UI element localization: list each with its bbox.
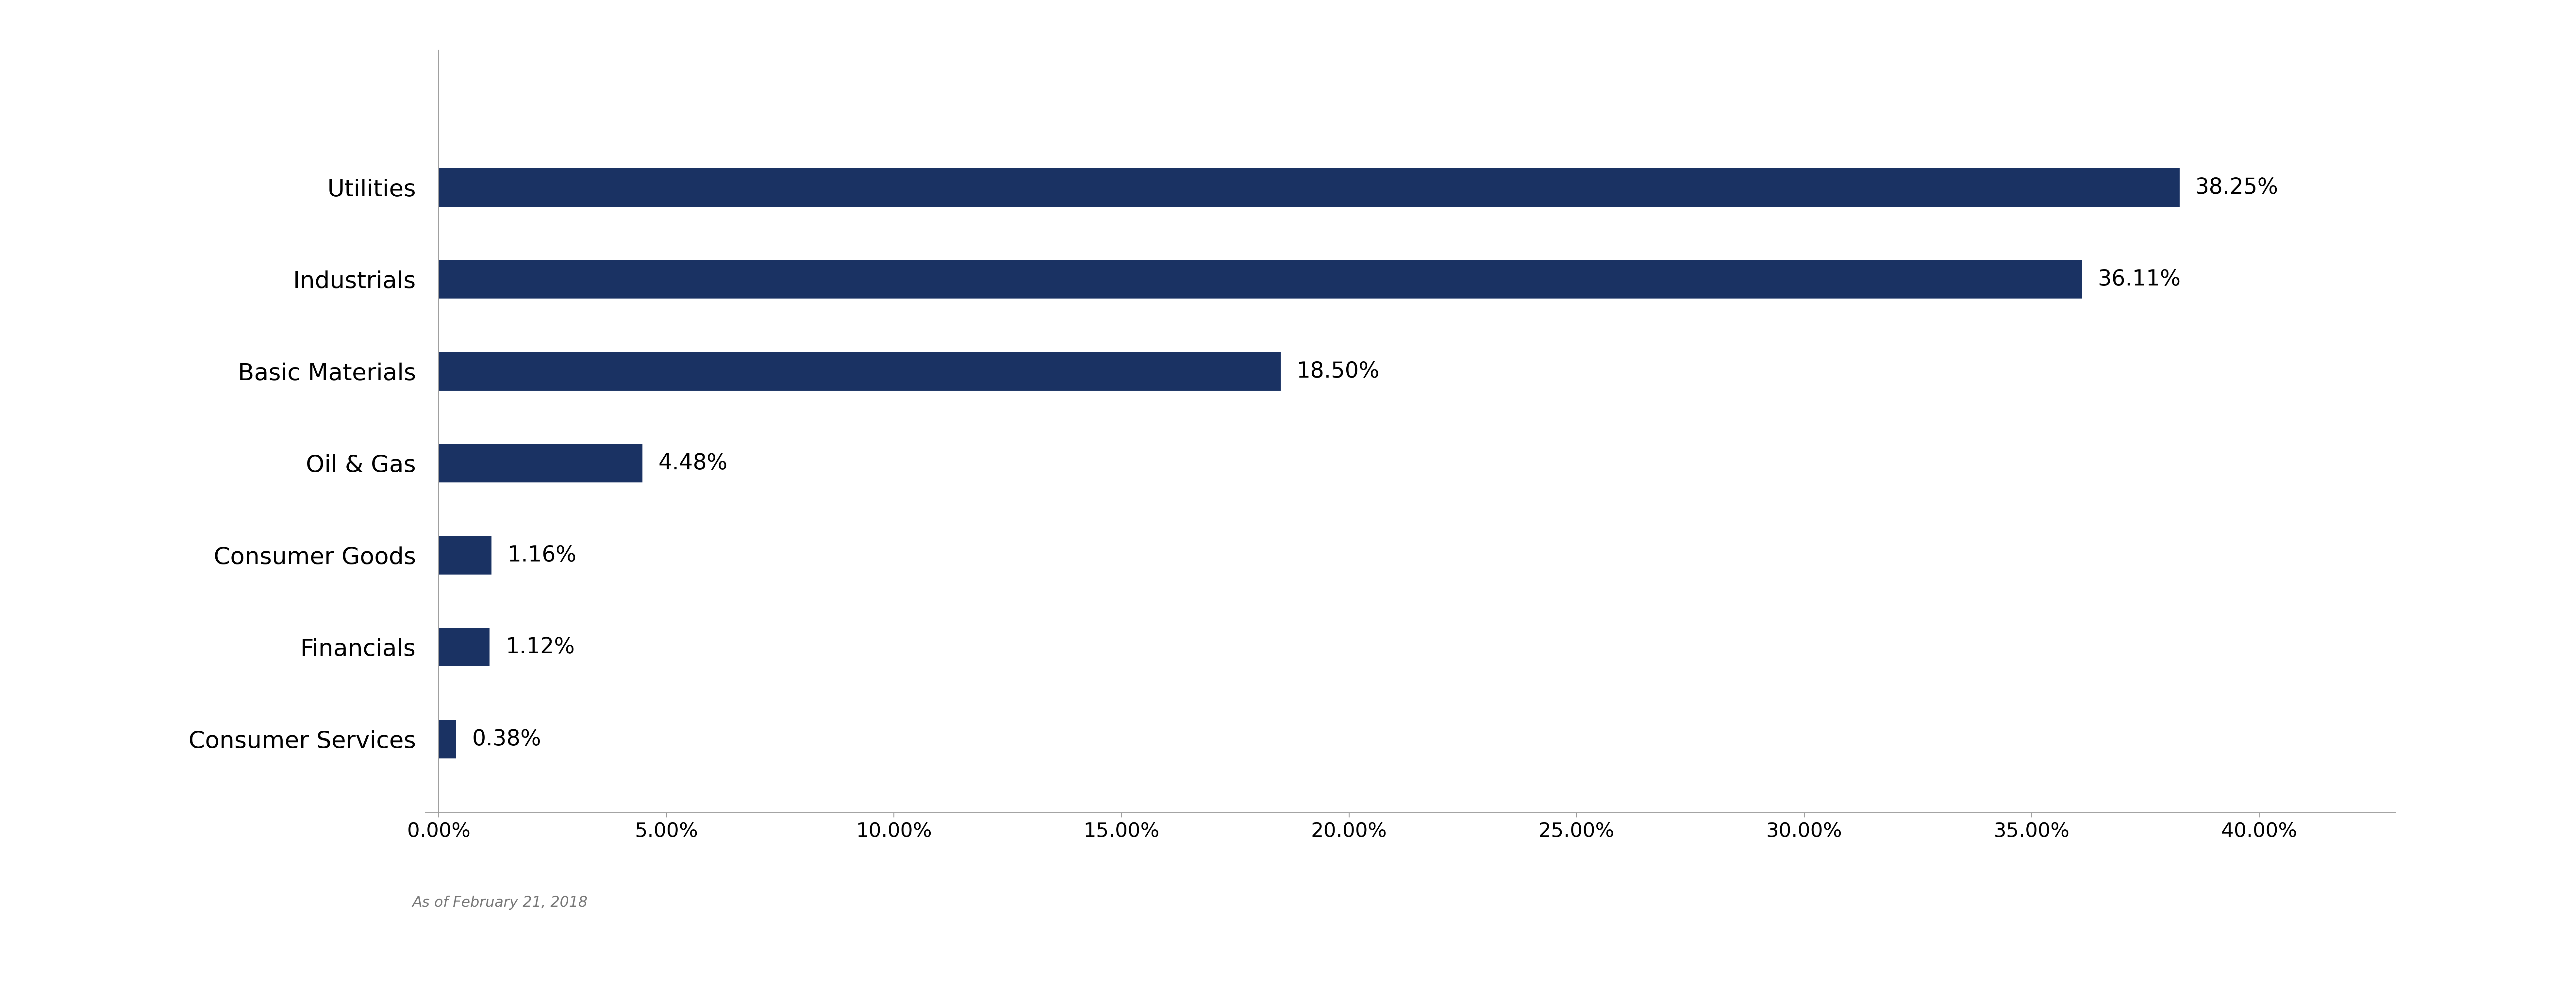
Text: 1.16%: 1.16% [507,544,577,566]
Bar [438,628,489,666]
Bar [438,719,456,758]
Bar [438,168,2179,207]
Bar [438,536,492,575]
Text: 18.50%: 18.50% [1296,361,1381,383]
Text: 36.11%: 36.11% [2097,269,2182,290]
Text: 0.38%: 0.38% [471,728,541,750]
Text: 4.48%: 4.48% [659,453,729,474]
Bar [438,352,1280,390]
Text: 38.25%: 38.25% [2195,176,2280,198]
Bar [438,260,2081,298]
Bar [438,444,641,483]
Text: 1.12%: 1.12% [505,636,574,658]
Text: As of February 21, 2018: As of February 21, 2018 [412,896,587,910]
